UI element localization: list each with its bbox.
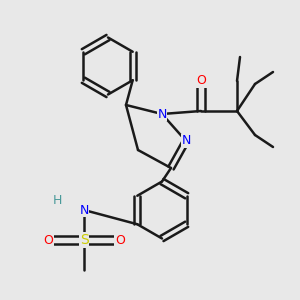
Text: N: N [181, 134, 191, 148]
Text: O: O [115, 233, 125, 247]
Text: O: O [196, 74, 206, 88]
Text: N: N [157, 107, 167, 121]
Text: O: O [43, 233, 53, 247]
Text: S: S [80, 233, 88, 247]
Text: N: N [79, 203, 89, 217]
Text: H: H [52, 194, 62, 208]
